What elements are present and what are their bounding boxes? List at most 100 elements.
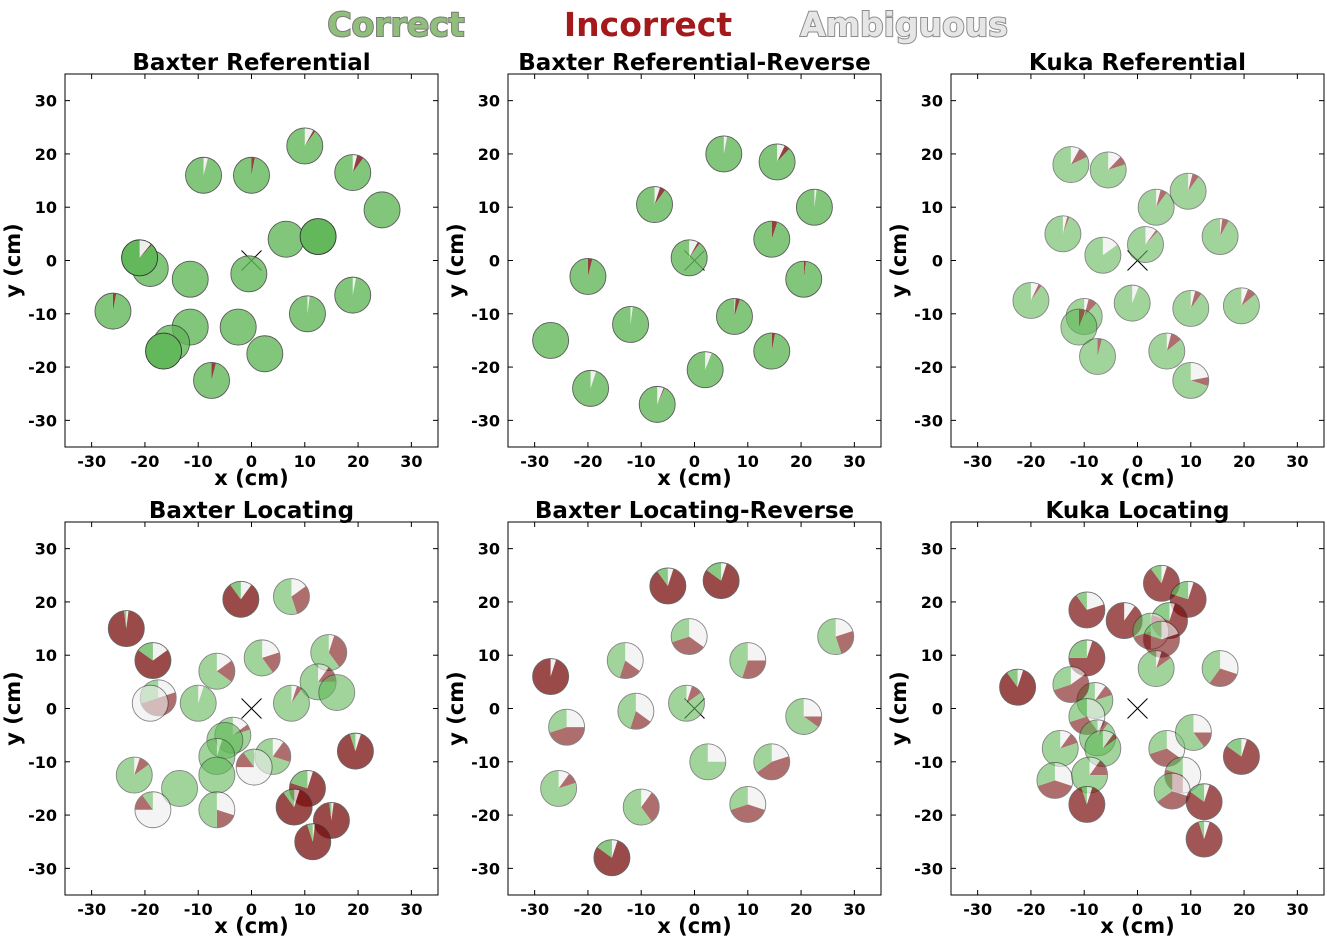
pie-slice-correct <box>1114 285 1151 322</box>
x-tick-label: 20 <box>1233 452 1255 471</box>
pie-slice-ambiguous <box>216 653 232 672</box>
pie-slice-incorrect <box>1060 733 1078 749</box>
pie-outline <box>622 788 660 826</box>
pie-outline <box>179 684 217 722</box>
pie-marker <box>593 839 631 877</box>
x-tick-label: 10 <box>737 452 759 471</box>
pie-slice-correct <box>1202 218 1239 255</box>
panel-title: Kuka Locating <box>1046 498 1230 524</box>
pie-marker <box>145 332 183 370</box>
pie-slice-ambiguous <box>328 634 335 653</box>
y-tick-label: 0 <box>932 700 943 719</box>
pie-slice-ambiguous <box>1161 565 1168 584</box>
pie-slice-ambiguous <box>203 157 209 176</box>
pie-slice-correct <box>689 743 726 780</box>
x-tick-label: -20 <box>130 452 159 471</box>
legend-ambiguous: Ambiguous <box>800 5 1008 44</box>
pie-outline <box>336 732 374 770</box>
pie-marker <box>1068 591 1106 629</box>
pie-slice-ambiguous <box>1190 362 1209 381</box>
pie-outline <box>318 674 356 711</box>
pie-slice-ambiguous <box>236 749 273 786</box>
pie-slice-correct <box>671 618 690 643</box>
y-tick-label: 0 <box>46 252 57 271</box>
pie-slice-correct <box>1071 757 1108 794</box>
pie-slice-correct <box>1148 730 1167 755</box>
pie-slice-ambiguous <box>134 757 140 776</box>
x-tick-label: 10 <box>737 900 759 919</box>
pie-slice-correct <box>121 239 158 276</box>
pie-outline <box>134 642 172 679</box>
pie-slice-ambiguous <box>139 239 152 258</box>
x-tick-label: 20 <box>790 452 812 471</box>
panel-3: Kuka Referential -30 -20 -10 0 10 20 30 -30 -20 -1… <box>887 50 1325 490</box>
pie-slice-correct <box>639 386 676 423</box>
pie-marker <box>636 186 673 224</box>
pie-slice-correct <box>246 335 283 372</box>
y-tick-label: -10 <box>914 753 943 772</box>
pie-outline <box>999 668 1037 706</box>
pie-outline <box>569 258 607 295</box>
pie-slice-ambiguous <box>1089 757 1101 776</box>
pie-slice-correct <box>142 791 153 810</box>
pie-slice-ambiguous <box>1166 333 1172 352</box>
pie-outline <box>795 188 833 226</box>
pie-slice-ambiguous <box>747 642 766 661</box>
y-axis-label: y (cm) <box>887 671 911 746</box>
pie-marker <box>753 743 791 781</box>
pie-outline <box>638 385 676 423</box>
pie-outline <box>1060 308 1098 346</box>
pie-slice-incorrect <box>1166 333 1181 352</box>
pie-slice-correct <box>230 581 241 600</box>
pie-marker <box>134 791 172 829</box>
legend-correct: Correct <box>327 5 464 44</box>
y-tick-label: 30 <box>478 92 500 111</box>
pie-slice-ambiguous <box>590 370 597 389</box>
pie-slice-correct <box>729 642 748 678</box>
pie-marker <box>1137 188 1175 226</box>
pie-slice-incorrect <box>216 660 235 682</box>
pie-marker <box>107 610 145 648</box>
pie-outline <box>363 191 401 229</box>
pie-marker <box>1174 714 1212 751</box>
legend-incorrect: Incorrect <box>564 5 732 44</box>
pie-slice-incorrect <box>222 584 259 618</box>
pie-outline <box>1137 188 1175 226</box>
pie-slice-incorrect <box>730 804 765 823</box>
pie-slice-incorrect <box>112 293 117 312</box>
pie-slice-incorrect <box>742 660 766 679</box>
x-tick-label: 30 <box>843 452 865 471</box>
pie-marker <box>1079 337 1116 375</box>
pie-slice-incorrect <box>1223 739 1260 775</box>
pie-outline <box>532 321 570 359</box>
pie-slice-ambiguous <box>152 642 168 661</box>
pie-slice-ambiguous <box>771 743 789 762</box>
pie-slice-incorrect <box>630 711 651 730</box>
pie-outline <box>1201 218 1239 255</box>
pie-slice-correct <box>244 639 273 676</box>
x-tick-label: 20 <box>1233 900 1255 919</box>
pie-slice-incorrect <box>757 756 790 780</box>
y-tick-label: 20 <box>921 593 943 612</box>
pie-slice-ambiguous <box>835 618 853 637</box>
x-tick-label: -30 <box>77 900 106 919</box>
pie-slice-correct <box>198 791 217 828</box>
pie-outline <box>171 260 209 298</box>
pie-marker <box>1113 284 1151 322</box>
pie-slice-incorrect <box>1190 377 1209 386</box>
pie-slice-correct <box>623 789 652 826</box>
pie-slice-incorrect <box>619 660 640 679</box>
pie-marker <box>668 684 705 722</box>
pie-outline <box>1169 172 1207 210</box>
y-tick-label: -30 <box>28 859 57 878</box>
pie-marker <box>540 769 578 807</box>
pie-slice-ambiguous <box>331 802 334 821</box>
pie-marker <box>275 788 313 826</box>
origin-marker <box>241 698 262 719</box>
pie-slice-correct <box>597 839 612 858</box>
pie-marker <box>289 295 326 333</box>
pie-slice-correct <box>706 562 722 581</box>
pie-slice-correct <box>1060 309 1097 346</box>
pie-outline <box>1089 151 1127 189</box>
x-tick-label: -20 <box>573 900 602 919</box>
